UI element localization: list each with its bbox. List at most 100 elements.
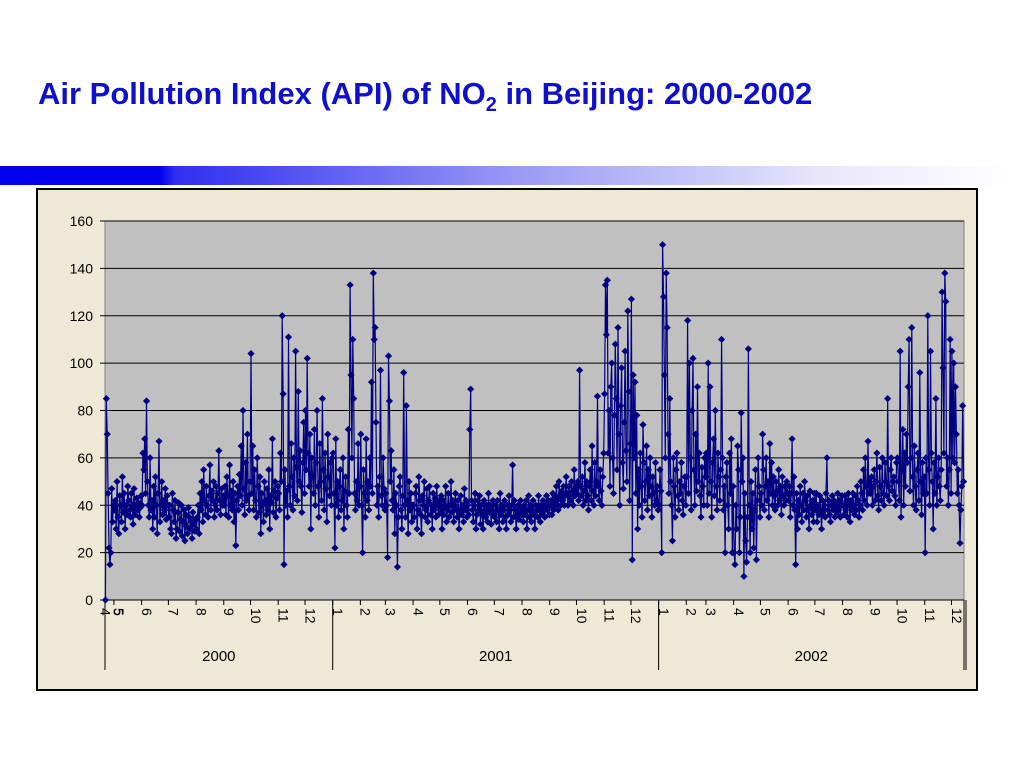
- data-point: [806, 487, 814, 495]
- data-point: [575, 496, 583, 505]
- data-point: [532, 501, 540, 509]
- data-point: [924, 312, 932, 320]
- y-tick-label: 20: [77, 545, 93, 561]
- data-point: [321, 449, 329, 457]
- data-point: [691, 501, 699, 509]
- data-point: [219, 492, 227, 500]
- data-point: [217, 485, 226, 493]
- data-point: [708, 513, 716, 521]
- data-point: [864, 437, 872, 445]
- data-point: [760, 506, 769, 514]
- data-point: [932, 395, 940, 403]
- data-point: [335, 482, 343, 490]
- data-point: [757, 489, 765, 498]
- data-point: [703, 501, 711, 509]
- data-point: [675, 506, 683, 514]
- data-point: [552, 482, 560, 490]
- data-point: [646, 454, 654, 462]
- data-point: [950, 359, 958, 367]
- data-point: [456, 506, 464, 514]
- x-tick-label: 10: [894, 608, 910, 624]
- data-point: [120, 489, 128, 498]
- data-point: [718, 454, 727, 462]
- data-point: [405, 477, 413, 486]
- data-point: [392, 501, 401, 509]
- data-point: [688, 406, 696, 415]
- data-point: [956, 539, 964, 547]
- data-point: [602, 331, 610, 339]
- data-point: [313, 406, 321, 415]
- data-point: [507, 518, 515, 526]
- data-point: [617, 364, 626, 372]
- data-point: [714, 449, 722, 457]
- data-point: [755, 482, 763, 490]
- data-point: [663, 323, 671, 332]
- data-point: [955, 501, 963, 509]
- data-point: [395, 482, 403, 490]
- data-point: [504, 511, 512, 519]
- data-point: [543, 506, 552, 514]
- data-point: [159, 496, 168, 505]
- data-point: [717, 466, 725, 474]
- data-point: [228, 506, 236, 514]
- data-point: [856, 501, 864, 509]
- data-point: [513, 511, 521, 519]
- data-point: [773, 487, 781, 495]
- data-point: [523, 525, 531, 533]
- data-point: [324, 430, 332, 438]
- data-point: [931, 489, 939, 498]
- data-point: [356, 482, 364, 490]
- x-tick-label: 9: [547, 608, 563, 616]
- data-point: [885, 496, 894, 505]
- data-point: [569, 501, 577, 509]
- data-point: [469, 518, 477, 526]
- data-point: [293, 496, 302, 505]
- data-point: [595, 496, 603, 505]
- data-point: [188, 534, 196, 543]
- data-point: [336, 466, 344, 474]
- y-tick-label: 0: [85, 592, 93, 608]
- data-point: [473, 511, 481, 519]
- data-point: [841, 492, 849, 500]
- data-point: [475, 506, 483, 514]
- data-point: [736, 513, 744, 521]
- data-point: [900, 501, 908, 509]
- y-tick-label: 80: [77, 403, 93, 419]
- data-point: [402, 402, 410, 410]
- data-point: [190, 520, 198, 528]
- data-point: [443, 506, 452, 514]
- data-point: [331, 544, 339, 552]
- data-point: [116, 492, 124, 500]
- x-tick-label: 10: [248, 608, 264, 624]
- data-point: [934, 454, 943, 462]
- data-point: [396, 473, 404, 481]
- data-point: [166, 501, 174, 509]
- data-point: [127, 489, 135, 498]
- data-point: [484, 489, 493, 498]
- data-point: [241, 511, 249, 519]
- data-point: [202, 482, 210, 490]
- data-point: [509, 461, 517, 469]
- data-point: [393, 563, 402, 571]
- data-point: [304, 449, 312, 457]
- data-point: [150, 513, 159, 521]
- x-tick-label: 8: [519, 608, 535, 616]
- data-point: [582, 496, 590, 505]
- data-point: [104, 489, 112, 498]
- data-point: [103, 430, 111, 438]
- data-point: [204, 513, 212, 521]
- data-point: [198, 477, 206, 486]
- data-point: [561, 492, 569, 500]
- data-point: [957, 506, 965, 514]
- y-tick-label: 100: [70, 355, 94, 371]
- data-point: [758, 501, 766, 509]
- data-point: [801, 477, 809, 486]
- data-point: [902, 430, 911, 438]
- data-point: [252, 513, 260, 521]
- data-point: [792, 489, 801, 498]
- data-point: [117, 501, 125, 509]
- data-point: [764, 477, 772, 486]
- data-point: [611, 340, 619, 348]
- data-point: [779, 492, 787, 500]
- data-point: [220, 501, 228, 509]
